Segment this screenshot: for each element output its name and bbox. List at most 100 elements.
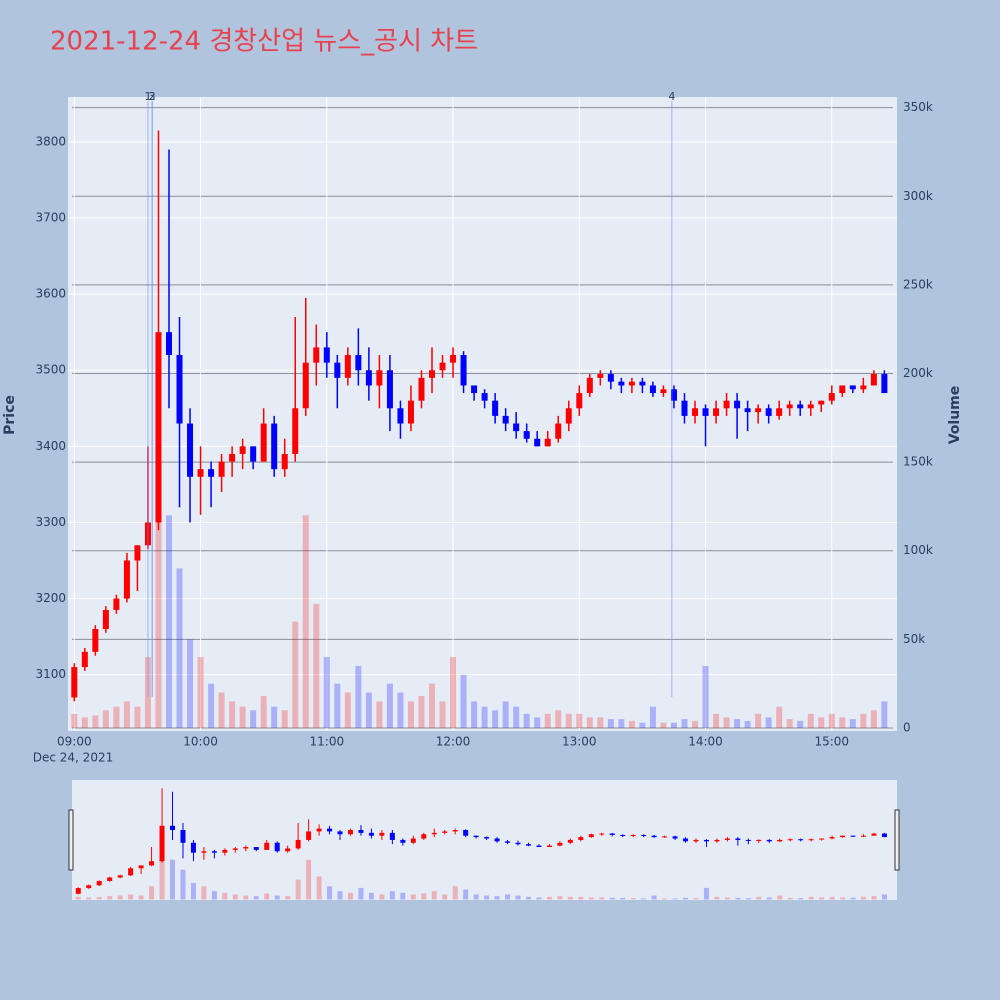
y-tick-label: 3800 [35, 134, 66, 148]
mini-volume-bar [274, 895, 280, 900]
mini-volume-bar [630, 898, 636, 900]
mini-volume-bar [389, 891, 395, 900]
volume-bar [176, 568, 183, 728]
mini-volume-bar [473, 894, 479, 900]
mini-candle-body [840, 835, 846, 838]
volume-bar [660, 722, 667, 728]
mini-volume-bar [253, 896, 259, 900]
mini-volume-bar [431, 891, 437, 900]
volume-bar [639, 722, 646, 728]
mini-volume-bar [662, 898, 668, 900]
mini-candle-body [609, 833, 615, 835]
y-tick-label: 3700 [35, 211, 66, 225]
candle-body [302, 362, 309, 409]
mini-volume-bar [107, 896, 113, 900]
mini-candle-body [473, 835, 479, 838]
volume-bar [218, 692, 225, 728]
mini-volume-bar [505, 894, 511, 900]
volume-bar [565, 713, 572, 728]
y-tick-label: 3600 [35, 287, 66, 301]
mini-candle-body [452, 830, 458, 832]
rangeslider [72, 780, 897, 900]
mini-volume-bar [829, 896, 835, 900]
mini-volume-bar [463, 889, 469, 900]
mini-candle-body [745, 839, 751, 841]
volume-bar [229, 701, 236, 728]
volume-bar [407, 701, 414, 728]
mini-volume-bar [484, 895, 490, 900]
annotation-label: 2 [149, 90, 156, 103]
candle-body [450, 355, 457, 363]
candle-body [113, 598, 120, 610]
volume-bar [334, 683, 341, 728]
mini-candle-body [683, 838, 689, 842]
mini-volume-bar [808, 896, 814, 900]
candle-body [123, 560, 130, 599]
mini-candle-body [735, 838, 741, 840]
mini-volume-bar [756, 896, 762, 900]
mini-candle-body [358, 830, 364, 833]
mini-volume-bar [295, 879, 301, 900]
mini-candle-body [525, 844, 531, 846]
candle-body [365, 370, 372, 386]
mini-candle-body [651, 835, 657, 838]
volume-bar [502, 701, 509, 728]
y2-tick-label: 0 [903, 720, 911, 734]
mini-volume-bar [201, 886, 207, 900]
candle-body [692, 408, 699, 416]
mini-volume-bar [871, 896, 877, 900]
mini-candle-body [75, 888, 81, 894]
volume-bar [828, 713, 835, 728]
volume-bar [429, 683, 436, 728]
mini-volume-bar [724, 897, 730, 900]
mini-candle-body [400, 839, 406, 843]
volume-bar [92, 715, 99, 728]
mini-candle-body [86, 885, 92, 889]
volume-bar [776, 706, 783, 728]
volume-bar [513, 706, 520, 728]
mini-volume-bar [787, 897, 793, 900]
volume-bar [471, 701, 478, 728]
candle-body [828, 393, 835, 401]
mini-candle-body [588, 834, 594, 838]
mini-candle-body [379, 832, 385, 836]
candle-body [323, 347, 330, 363]
mini-volume-bar [515, 895, 521, 900]
candle-body [155, 332, 162, 523]
mini-candle-body [766, 839, 772, 842]
mini-candle-body [347, 830, 353, 835]
candle-body [639, 381, 646, 386]
candle-body [870, 374, 877, 386]
mini-volume-bar [641, 898, 647, 900]
x-tick-label: 10:00 [183, 735, 218, 749]
y-axis-title: Price [2, 395, 18, 435]
mini-volume-bar [777, 895, 783, 900]
mini-candle-body [630, 834, 636, 836]
x-date-label: Dec 24, 2021 [33, 751, 113, 765]
chart-title: 2021-12-24 경창산업 뉴스_공시 차트 [50, 27, 478, 57]
candle-body [544, 438, 551, 447]
candle-body [818, 400, 825, 405]
candle-body [586, 377, 593, 394]
volume-bar [134, 706, 141, 728]
candle-body [208, 469, 215, 477]
y-tick-label: 3400 [35, 439, 66, 453]
candle-body [165, 332, 172, 356]
volume-bar [450, 657, 457, 728]
volume-bar [534, 717, 541, 728]
volume-bar [165, 515, 172, 728]
volume-bar [786, 719, 793, 728]
x-tick-label: 11:00 [310, 735, 345, 749]
mini-candle-body [274, 842, 280, 852]
volume-bar [271, 706, 278, 728]
mini-candle-body [316, 828, 322, 832]
candle-body [807, 404, 814, 409]
mini-candle-body [295, 839, 301, 849]
mini-candle-body [860, 835, 866, 837]
mini-volume-bar [745, 898, 751, 900]
volume-bar [544, 713, 551, 728]
mini-volume-bar [683, 897, 689, 900]
candle-body [765, 408, 772, 416]
candle-body [660, 389, 667, 394]
volume-bar [460, 674, 467, 728]
